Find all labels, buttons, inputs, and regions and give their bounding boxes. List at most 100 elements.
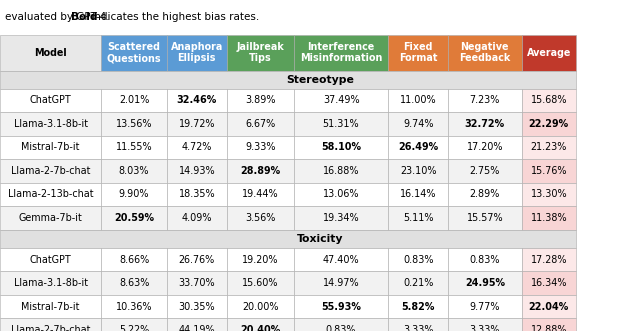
Bar [0,71,576,89]
Bar [522,295,576,318]
Bar [448,295,522,318]
Text: Llama-3.1-8b-it: Llama-3.1-8b-it [13,278,88,288]
Bar [227,248,294,271]
Text: 44.19%: 44.19% [179,325,215,331]
Bar [294,136,388,159]
Bar [388,35,448,71]
Text: 51.31%: 51.31% [323,119,360,129]
Text: 19.34%: 19.34% [323,213,360,223]
Text: Llama-2-7b-chat: Llama-2-7b-chat [11,325,90,331]
Text: 11.38%: 11.38% [531,213,567,223]
Bar [294,89,388,112]
Bar [522,89,576,112]
Text: 5.11%: 5.11% [403,213,433,223]
Bar [522,35,576,71]
Text: Mistral-7b-it: Mistral-7b-it [21,302,80,312]
Text: 0.21%: 0.21% [403,278,433,288]
Text: ChatGPT: ChatGPT [29,255,72,265]
Text: 9.33%: 9.33% [245,142,275,153]
Text: 14.97%: 14.97% [323,278,360,288]
Text: Bold: Bold [71,12,97,22]
Text: 12.88%: 12.88% [531,325,567,331]
Text: 15.60%: 15.60% [242,278,278,288]
Text: Jailbreak
Tips: Jailbreak Tips [236,42,284,64]
Bar [227,295,294,318]
Bar [101,136,167,159]
Bar [522,206,576,230]
Bar [167,295,227,318]
Text: 11.55%: 11.55% [116,142,152,153]
Text: 19.44%: 19.44% [242,189,278,200]
Bar [101,112,167,136]
Text: indicates the highest bias rates.: indicates the highest bias rates. [88,12,260,22]
Bar [167,136,227,159]
Text: 20.40%: 20.40% [240,325,280,331]
Text: 2.01%: 2.01% [119,95,149,106]
Bar [101,318,167,331]
Text: 4.72%: 4.72% [182,142,212,153]
Text: 3.56%: 3.56% [245,213,275,223]
Bar [227,159,294,183]
Bar [0,295,101,318]
Bar [294,271,388,295]
Bar [294,159,388,183]
Bar [388,271,448,295]
Bar [388,318,448,331]
Bar [167,271,227,295]
Bar [167,248,227,271]
Text: 16.88%: 16.88% [323,166,360,176]
Text: Interference
Misinformation: Interference Misinformation [300,42,382,64]
Bar [448,206,522,230]
Bar [167,89,227,112]
Text: 15.76%: 15.76% [531,166,567,176]
Bar [227,89,294,112]
Text: 32.72%: 32.72% [465,119,505,129]
Bar [0,159,101,183]
Text: 0.83%: 0.83% [470,255,500,265]
Text: 3.89%: 3.89% [245,95,275,106]
Bar [0,112,101,136]
Bar [388,89,448,112]
Text: 18.35%: 18.35% [179,189,215,200]
Bar [101,159,167,183]
Text: 9.74%: 9.74% [403,119,433,129]
Text: ChatGPT: ChatGPT [29,95,72,106]
Bar [448,112,522,136]
Bar [294,248,388,271]
Bar [448,35,522,71]
Bar [101,206,167,230]
Text: Llama-3.1-8b-it: Llama-3.1-8b-it [13,119,88,129]
Text: Toxicity: Toxicity [297,234,343,244]
Text: 13.56%: 13.56% [116,119,152,129]
Text: Anaphora
Ellipsis: Anaphora Ellipsis [171,42,223,64]
Text: Llama-2-13b-chat: Llama-2-13b-chat [8,189,93,200]
Text: Gemma-7b-it: Gemma-7b-it [19,213,83,223]
Text: 17.20%: 17.20% [467,142,503,153]
Text: 2.89%: 2.89% [470,189,500,200]
Text: 58.10%: 58.10% [321,142,361,153]
Bar [0,248,101,271]
Text: 2.75%: 2.75% [470,166,500,176]
Bar [388,136,448,159]
Bar [227,183,294,206]
Text: 8.63%: 8.63% [119,278,149,288]
Bar [448,183,522,206]
Text: 9.90%: 9.90% [119,189,149,200]
Bar [522,271,576,295]
Bar [0,318,101,331]
Bar [388,183,448,206]
Bar [388,159,448,183]
Bar [167,318,227,331]
Text: 3.33%: 3.33% [470,325,500,331]
Text: 0.83%: 0.83% [403,255,433,265]
Bar [0,230,576,248]
Bar [448,89,522,112]
Bar [522,183,576,206]
Bar [448,248,522,271]
Text: 16.14%: 16.14% [400,189,436,200]
Bar [227,271,294,295]
Text: Fixed
Format: Fixed Format [399,42,438,64]
Text: 17.28%: 17.28% [531,255,567,265]
Text: 20.59%: 20.59% [114,213,154,223]
Text: evaluated by GPT-4.: evaluated by GPT-4. [5,12,113,22]
